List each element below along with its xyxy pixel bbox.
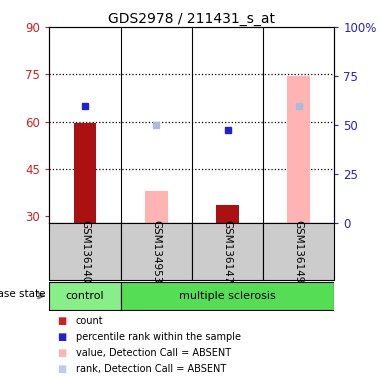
Text: multiple sclerosis: multiple sclerosis bbox=[179, 291, 276, 301]
Bar bbox=[49, 282, 121, 310]
Bar bbox=[121, 282, 334, 310]
Bar bbox=[263, 223, 334, 280]
Text: percentile rank within the sample: percentile rank within the sample bbox=[76, 332, 241, 342]
Bar bbox=[145, 191, 168, 223]
Text: GSM136149: GSM136149 bbox=[294, 220, 304, 283]
Bar bbox=[49, 223, 121, 280]
Text: value, Detection Call = ABSENT: value, Detection Call = ABSENT bbox=[76, 348, 231, 358]
Bar bbox=[74, 123, 97, 223]
Text: GSM134953: GSM134953 bbox=[151, 220, 161, 283]
Text: count: count bbox=[76, 316, 104, 326]
Bar bbox=[121, 223, 192, 280]
Bar bbox=[287, 76, 310, 223]
Text: ■: ■ bbox=[57, 348, 66, 358]
Text: disease state: disease state bbox=[0, 289, 46, 299]
Title: GDS2978 / 211431_s_at: GDS2978 / 211431_s_at bbox=[108, 12, 276, 26]
Text: ■: ■ bbox=[57, 316, 66, 326]
Text: GSM136140: GSM136140 bbox=[80, 220, 90, 283]
Text: ■: ■ bbox=[57, 364, 66, 374]
Text: rank, Detection Call = ABSENT: rank, Detection Call = ABSENT bbox=[76, 364, 226, 374]
Bar bbox=[216, 205, 239, 223]
Bar bbox=[192, 223, 263, 280]
Text: control: control bbox=[66, 291, 104, 301]
Text: GSM136147: GSM136147 bbox=[223, 220, 233, 283]
Text: ■: ■ bbox=[57, 332, 66, 342]
